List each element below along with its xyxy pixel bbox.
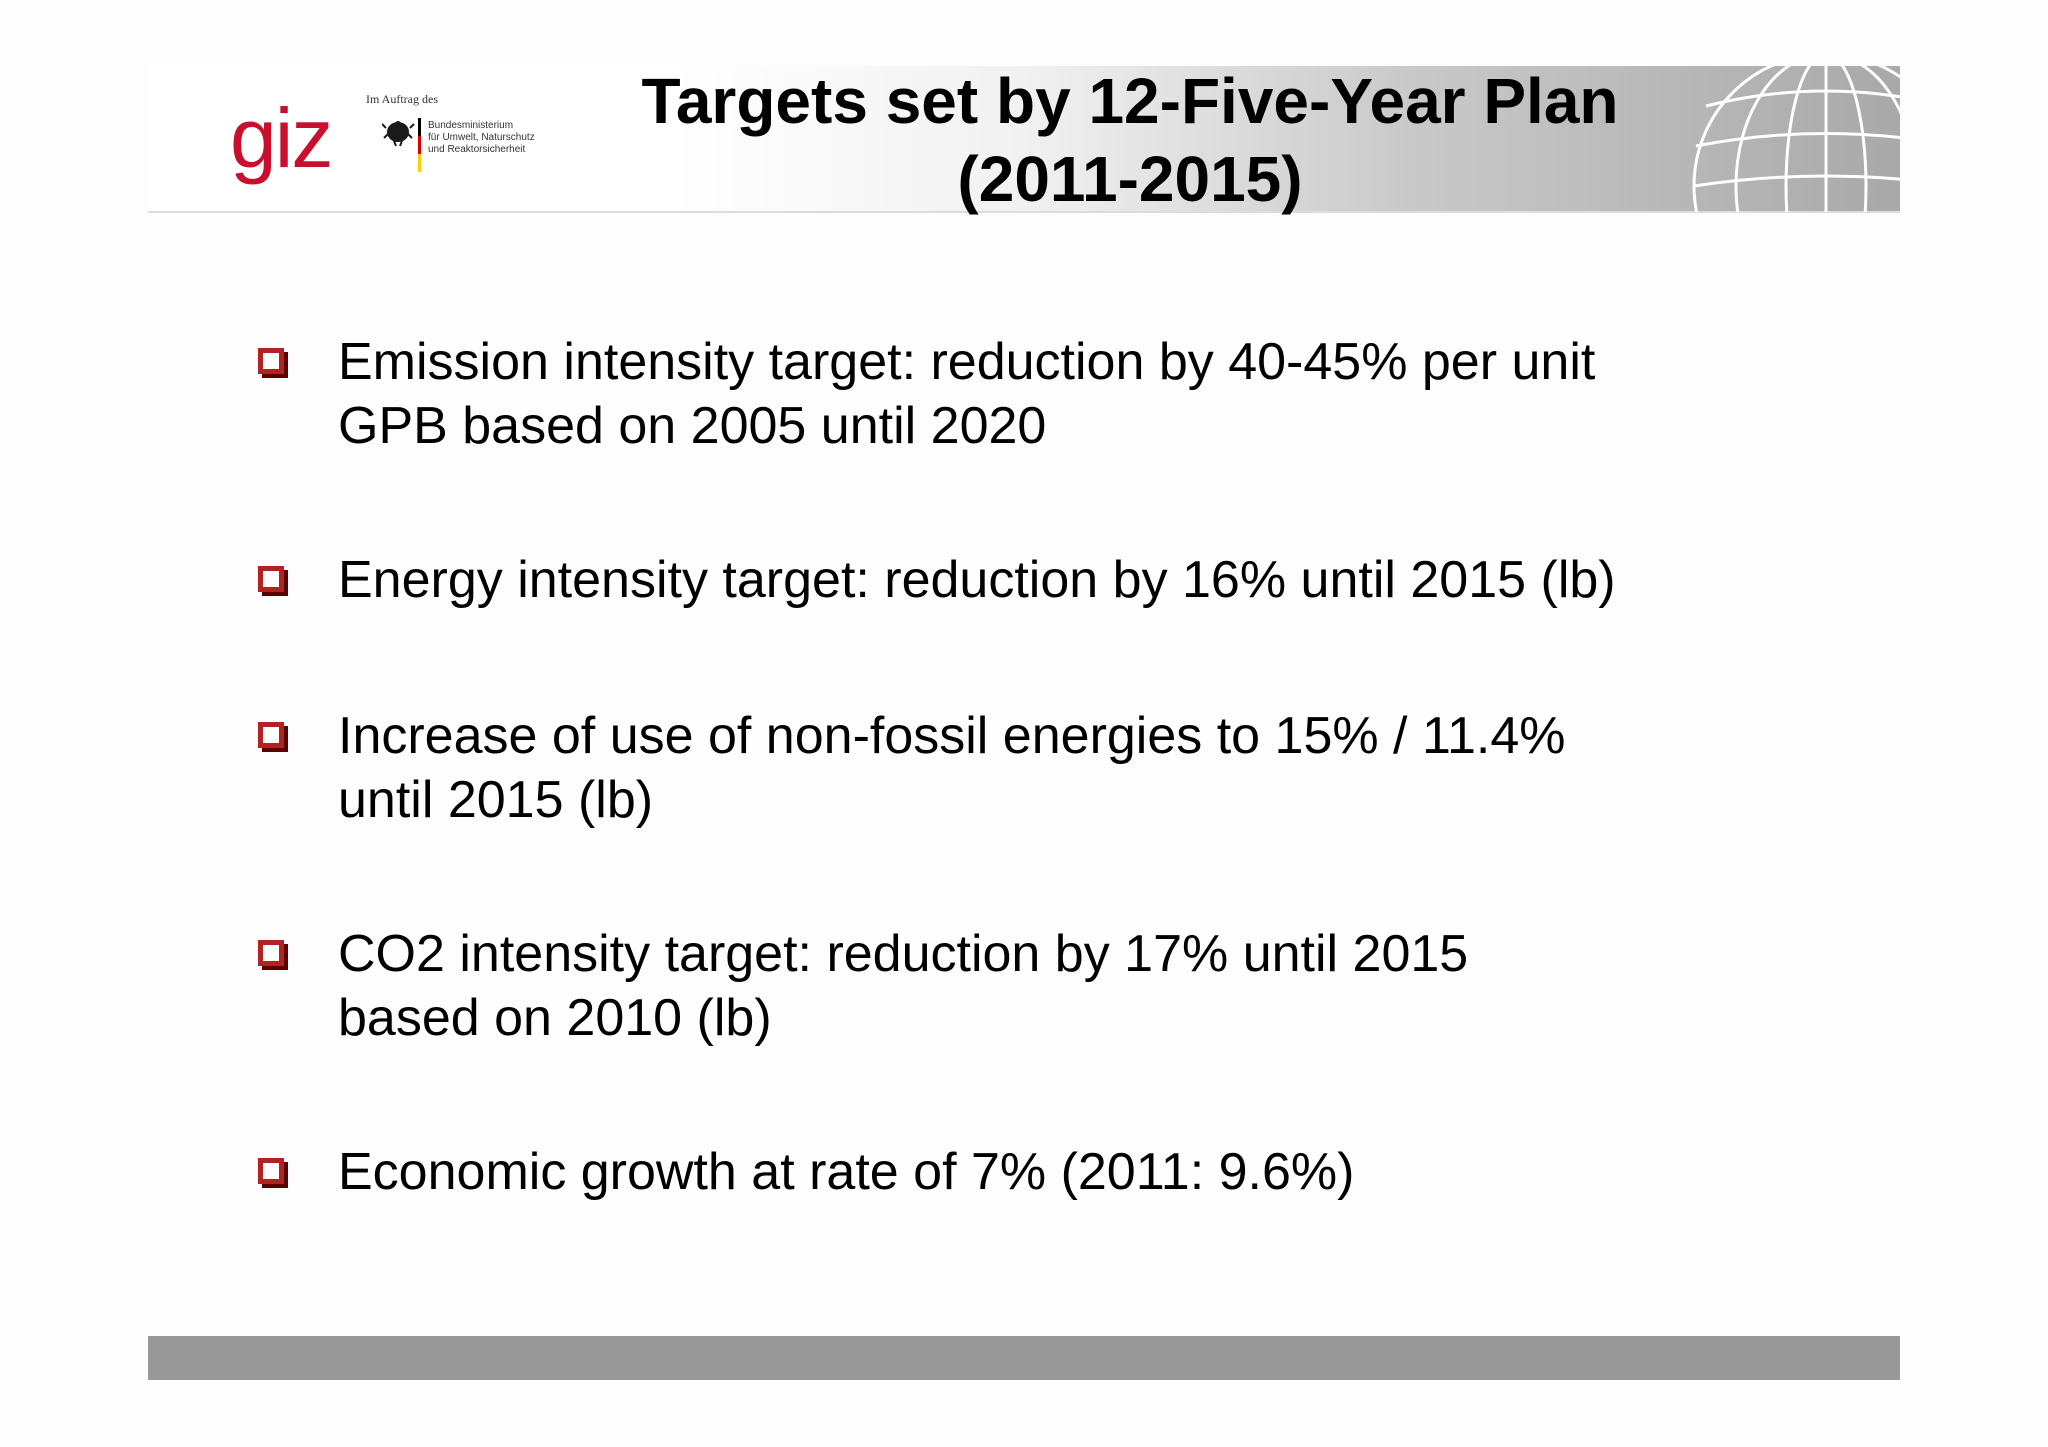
bullet-line-1: CO2 intensity target: reduction by 17% u… <box>338 925 1469 983</box>
ministry-logo: Bundesministerium für Umwelt, Naturschut… <box>381 114 562 190</box>
footer-band <box>148 1336 1900 1380</box>
checkbox-square-icon <box>258 348 284 374</box>
bullet-text: Energy intensity target: reduction by 16… <box>338 548 1718 612</box>
bullet-text: CO2 intensity target: reduction by 17% u… <box>338 922 1718 1050</box>
bullet-line-2: until 2015 (lb) <box>338 771 654 829</box>
bullet-line-2: based on 2010 (lb) <box>338 989 772 1047</box>
bullet-text: Increase of use of non-fossil energies t… <box>338 704 1718 832</box>
bullet-text: Economic growth at rate of 7% (2011: 9.6… <box>338 1140 1718 1204</box>
slide-title: Targets set by 12-Five-Year Plan (2011-2… <box>560 62 1700 218</box>
checkbox-square-icon <box>258 722 284 748</box>
bullet-line-1: Increase of use of non-fossil energies t… <box>338 707 1566 765</box>
ministry-line-3: und Reaktorsicherheit <box>428 144 525 155</box>
federal-eagle-icon <box>381 121 415 147</box>
bullet-line-1: Energy intensity target: reduction by 16… <box>338 551 1616 609</box>
header-band <box>148 66 1900 212</box>
globe-icon <box>1676 66 1900 212</box>
header-divider <box>148 211 1900 213</box>
title-line-1: Targets set by 12-Five-Year Plan <box>641 65 1619 137</box>
title-line-2: (2011-2015) <box>957 143 1303 215</box>
bullet-text: Emission intensity target: reduction by … <box>338 330 1718 458</box>
bullet-line-1: Emission intensity target: reduction by … <box>338 333 1596 391</box>
bullet-line-2: GPB based on 2005 until 2020 <box>338 397 1047 455</box>
ministry-line-1: Bundesministerium <box>428 120 513 131</box>
checkbox-square-icon <box>258 1158 284 1184</box>
checkbox-square-icon <box>258 566 284 592</box>
ministry-line-2: für Umwelt, Naturschutz <box>428 132 535 143</box>
bullet-line-1: Economic growth at rate of 7% (2011: 9.6… <box>338 1143 1355 1201</box>
giz-logo: giz <box>230 91 333 185</box>
commission-text: Im Auftrag des <box>366 92 438 106</box>
checkbox-square-icon <box>258 940 284 966</box>
